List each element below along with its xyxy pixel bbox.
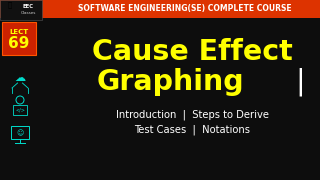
Bar [13, 105, 27, 115]
Text: SOFTWARE ENGINEERING(SE) COMPLETE COURSE: SOFTWARE ENGINEERING(SE) COMPLETE COURSE [78, 4, 292, 14]
Text: ☁: ☁ [14, 73, 26, 83]
Text: Introduction  |  Steps to Derive: Introduction | Steps to Derive [116, 110, 268, 120]
Text: |: | [295, 68, 305, 96]
Bar [0, 0, 42, 20]
Text: Cause Effect: Cause Effect [92, 38, 292, 66]
Bar [11, 126, 29, 139]
Bar [0, 0, 320, 18]
Text: Classes: Classes [20, 11, 36, 15]
Text: 🎓: 🎓 [8, 2, 12, 8]
Text: </>: </> [15, 107, 25, 112]
Text: Test Cases  |  Notations: Test Cases | Notations [134, 125, 250, 135]
Text: EEC: EEC [22, 4, 34, 10]
Text: Graphing: Graphing [96, 68, 244, 96]
Bar [2, 22, 36, 55]
Text: ☺: ☺ [16, 130, 24, 136]
Text: LECT: LECT [9, 29, 28, 35]
Text: 69: 69 [8, 36, 30, 51]
